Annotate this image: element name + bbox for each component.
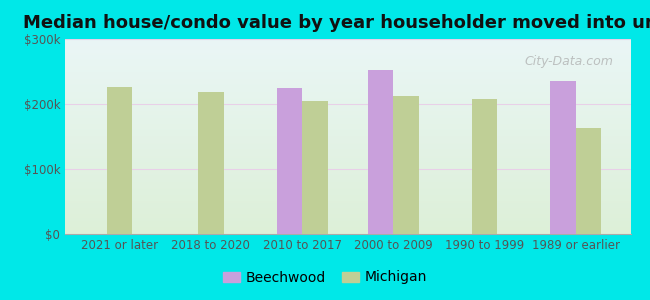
Bar bbox=[551, 81, 576, 234]
Bar bbox=[576, 128, 601, 234]
Bar bbox=[302, 101, 328, 234]
Bar bbox=[393, 96, 419, 234]
Bar bbox=[472, 100, 497, 234]
Bar bbox=[107, 87, 133, 234]
Title: Median house/condo value by year householder moved into unit: Median house/condo value by year househo… bbox=[23, 14, 650, 32]
Text: City-Data.com: City-Data.com bbox=[525, 55, 614, 68]
Bar bbox=[198, 92, 224, 234]
Bar bbox=[277, 88, 302, 234]
Bar bbox=[368, 70, 393, 234]
Legend: Beechwood, Michigan: Beechwood, Michigan bbox=[218, 265, 432, 290]
